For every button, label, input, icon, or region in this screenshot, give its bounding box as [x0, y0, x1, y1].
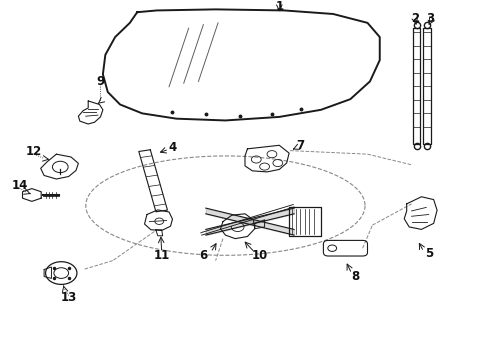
Text: 3: 3 [427, 12, 435, 25]
Text: 6: 6 [199, 249, 207, 262]
Text: 14: 14 [11, 179, 28, 192]
Text: 8: 8 [351, 270, 359, 283]
Text: 13: 13 [60, 291, 77, 305]
Text: 7: 7 [296, 139, 304, 152]
Text: 10: 10 [251, 249, 268, 262]
Text: 5: 5 [425, 247, 433, 260]
Text: 2: 2 [412, 12, 419, 25]
Text: 1: 1 [275, 0, 283, 13]
Text: 9: 9 [97, 75, 104, 88]
Text: 11: 11 [153, 249, 170, 262]
Text: 12: 12 [26, 145, 43, 158]
Text: 4: 4 [169, 140, 176, 154]
